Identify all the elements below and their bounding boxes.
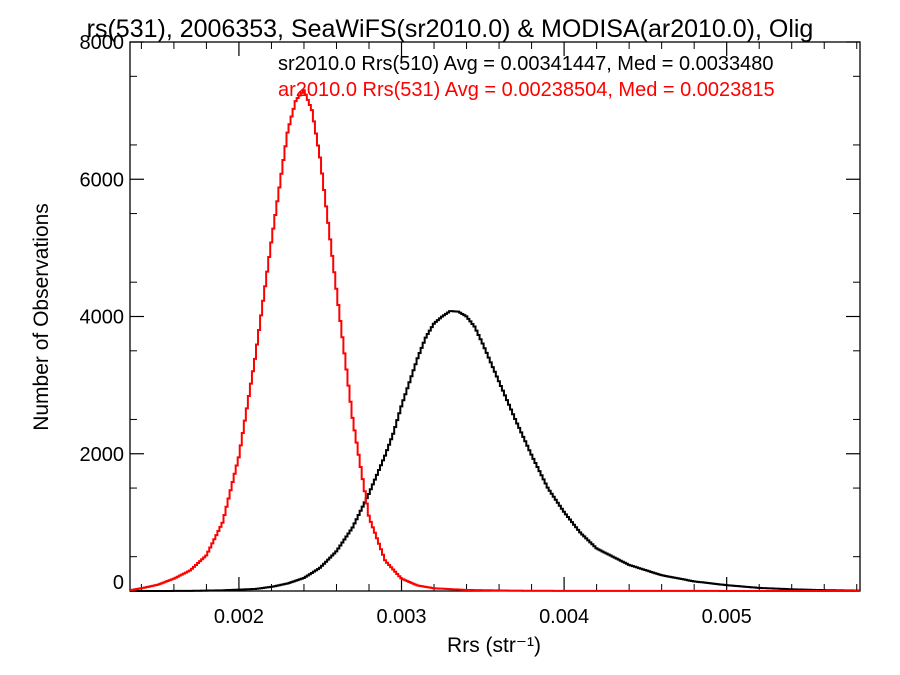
legend-entry-black-series: sr2010.0 Rrs(510) Avg = 0.00341447, Med … (278, 53, 774, 75)
y-tick-label: 6000 (80, 169, 125, 191)
x-tick-label: 0.005 (702, 606, 752, 628)
y-tick-label: 8000 (80, 32, 125, 54)
x-tick-label: 0.003 (376, 606, 426, 628)
x-tick-label: 0.002 (214, 606, 264, 628)
y-axis: 0 2000 4000 6000 8000 (80, 32, 860, 594)
y-tick-label: 4000 (80, 307, 125, 329)
series-lines (130, 89, 861, 592)
series-line-red (130, 89, 860, 592)
series-line-black (130, 310, 861, 592)
legend-entry-red-series: ar2010.0 Rrs(531) Avg = 0.00238504, Med … (278, 79, 775, 101)
y-axis-label: Number of Observations (30, 203, 53, 431)
x-tick-label: 0.004 (539, 606, 589, 628)
x-axis: 0.002 0.003 0.004 0.005 (140, 42, 858, 628)
plot-frame (129, 41, 861, 592)
x-axis-label: Rrs (str⁻¹) (447, 634, 541, 657)
y-tick-label: 0 (113, 572, 124, 594)
y-tick-label: 2000 (80, 444, 125, 466)
chart-title: rs(531), 2006353, SeaWiFS(sr2010.0) & MO… (87, 15, 814, 43)
